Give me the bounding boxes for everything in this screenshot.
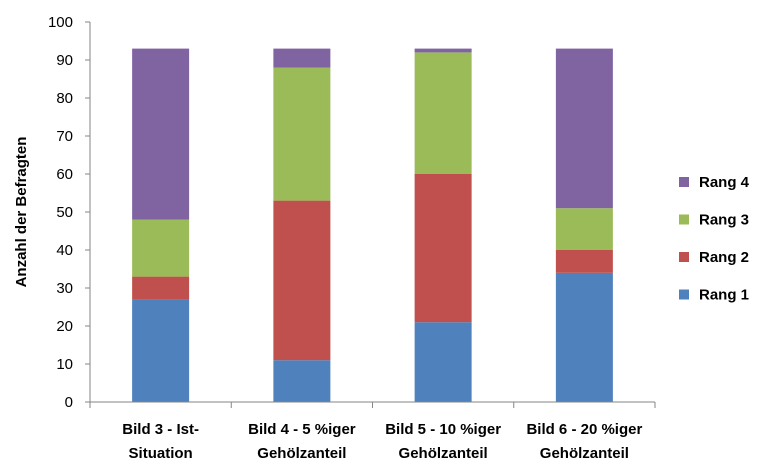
legend-swatch: [679, 177, 689, 187]
bar-rang-2-cat-2: [273, 200, 331, 361]
x-category-label: Bild 5 - 10 %iger: [385, 421, 501, 438]
bars: [132, 48, 613, 402]
bar-rang-4-cat-2: [273, 48, 331, 68]
x-category-label: Gehölzanteil: [257, 445, 346, 462]
legend-label: Rang 1: [699, 287, 749, 304]
legend-swatch: [679, 214, 689, 225]
y-tick-label: 0: [65, 394, 73, 411]
x-category-label: Gehölzanteil: [540, 445, 629, 462]
x-category-label: Bild 4 - 5 %iger: [248, 421, 356, 438]
y-tick-label: 90: [56, 52, 73, 69]
legend-label: Rang 4: [699, 174, 750, 191]
y-tick-label: 40: [56, 242, 73, 259]
y-tick-label: 30: [56, 280, 73, 297]
legend-swatch: [679, 289, 689, 300]
y-tick-label: 80: [56, 90, 73, 107]
bar-rang-1-cat-2: [273, 360, 331, 402]
bar-rang-3-cat-1: [132, 219, 190, 277]
bar-rang-2-cat-1: [132, 276, 190, 300]
bar-rang-1-cat-3: [414, 322, 472, 402]
bar-rang-3-cat-3: [414, 52, 472, 174]
y-tick-label: 10: [56, 356, 73, 373]
bar-rang-3-cat-4: [555, 208, 613, 250]
legend-swatch: [679, 252, 689, 262]
axes: [85, 21, 656, 408]
y-tick-label: 60: [56, 166, 73, 183]
bar-rang-4-cat-3: [414, 48, 472, 53]
x-category-labels: Bild 3 - Ist- Situation Bild 4 - 5 %iger Ge…: [122, 421, 642, 462]
bar-rang-2-cat-4: [555, 250, 613, 273]
y-tick-label: 20: [56, 318, 73, 335]
x-category-label: Situation: [129, 445, 193, 462]
y-tick-labels: 0 10 20 30 40 50 60 70 80 90 100: [48, 14, 73, 411]
legend-label: Rang 2: [699, 249, 749, 266]
bar-rang-3-cat-2: [273, 67, 331, 201]
legend-label: Rang 3: [699, 212, 749, 229]
y-axis-title: Anzahl der Befragten: [13, 137, 30, 288]
bar-rang-2-cat-3: [414, 174, 472, 323]
y-tick-label: 100: [48, 14, 73, 31]
legend: Rang 4 Rang 3 Rang 2 Rang 1: [679, 174, 750, 304]
x-category-label: Bild 6 - 20 %iger: [526, 421, 642, 438]
x-category-label: Gehölzanteil: [399, 445, 488, 462]
y-tick-label: 50: [56, 204, 73, 221]
bar-rang-4-cat-1: [132, 48, 190, 220]
y-tick-label: 70: [56, 128, 73, 145]
x-category-label: Bild 3 - Ist-: [122, 421, 199, 438]
bar-rang-4-cat-4: [555, 48, 613, 209]
bar-rang-1-cat-4: [555, 272, 613, 402]
bar-rang-1-cat-1: [132, 299, 190, 402]
